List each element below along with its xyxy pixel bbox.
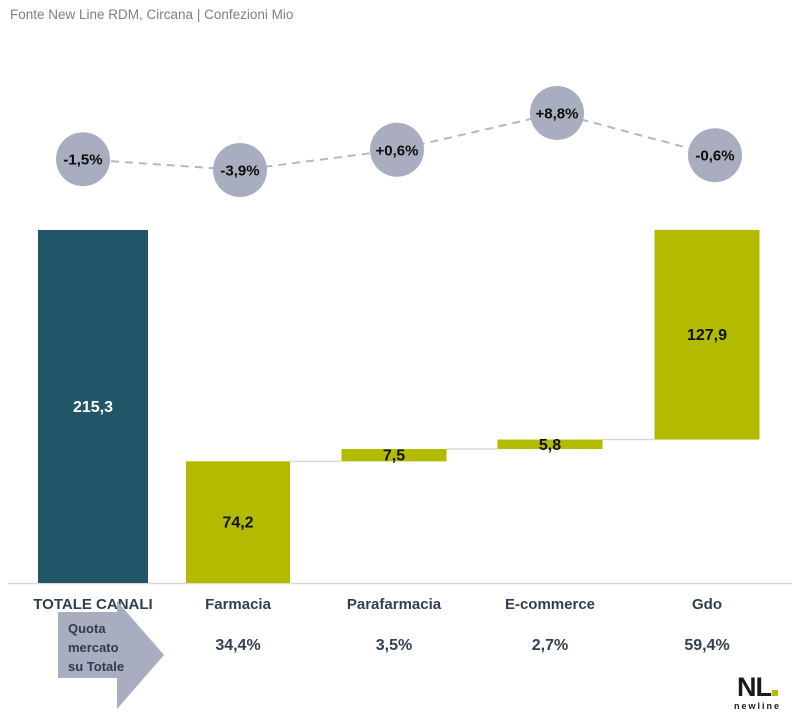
source-caption: Fonte New Line RDM, Circana | Confezioni… bbox=[10, 7, 294, 22]
bar-totale-canali bbox=[38, 230, 148, 583]
growth-bubble-farmacia bbox=[213, 143, 267, 198]
arrow-label-line2: mercato bbox=[68, 640, 119, 655]
growth-bubble-label: +8,8% bbox=[536, 105, 579, 122]
logo-dot bbox=[771, 690, 778, 696]
share-arrow: Quota mercato su Totale bbox=[58, 601, 164, 709]
bar-gdo bbox=[654, 229, 760, 440]
logo-sub-text: newline bbox=[733, 701, 781, 711]
growth-bubble-e-commerce bbox=[530, 85, 584, 140]
category-label-farmacia: Farmacia bbox=[205, 596, 272, 613]
share-label-farmacia: 34,4% bbox=[215, 637, 260, 654]
newline-logo: NL newline bbox=[734, 674, 781, 711]
category-label-parafarmacia: Parafarmacia bbox=[347, 596, 442, 613]
bar-farmacia bbox=[186, 461, 290, 583]
growth-bubble-label: -1,5% bbox=[63, 152, 102, 169]
waterfall-bars: 215,3 74,2 7,5 5,8 127,9 bbox=[38, 229, 760, 583]
growth-bubble-label: -0,6% bbox=[695, 148, 734, 165]
growth-bubble-parafarmacia bbox=[370, 122, 424, 177]
arrow-label-line3: su Totale bbox=[68, 659, 124, 674]
bar-value-label: 215,3 bbox=[73, 399, 113, 416]
growth-bubble-label: -3,9% bbox=[220, 163, 259, 180]
share-label-e-commerce: 2,7% bbox=[532, 637, 568, 654]
bar-parafarmacia bbox=[341, 449, 447, 462]
growth-bubble-label: +0,6% bbox=[376, 142, 419, 159]
category-label-totale-canali: TOTALE CANALI bbox=[33, 596, 152, 613]
bar-value-label: 74,2 bbox=[222, 515, 253, 532]
share-label-gdo: 59,4% bbox=[684, 637, 729, 654]
arrow-shape bbox=[58, 601, 164, 709]
arrow-label-line1: Quota bbox=[68, 621, 106, 636]
logo-nl-text: NL bbox=[734, 674, 781, 701]
share-label-parafarmacia: 3,5% bbox=[376, 637, 412, 654]
growth-bubbles: -1,5% -3,9% +0,6% +8,8% -0,6% bbox=[56, 85, 742, 198]
growth-bubble-gdo bbox=[688, 128, 742, 183]
bar-value-label: 7,5 bbox=[383, 448, 405, 465]
category-label-gdo: Gdo bbox=[692, 596, 722, 613]
waterfall-connectors bbox=[290, 438, 655, 463]
category-labels: TOTALE CANALI Farmacia Parafarmacia E-comme… bbox=[33, 596, 722, 613]
share-labels: 34,4% 3,5% 2,7% 59,4% bbox=[215, 637, 729, 654]
bar-e-commerce bbox=[497, 439, 603, 450]
category-label-e-commerce: E-commerce bbox=[505, 596, 595, 613]
bar-value-label: 5,8 bbox=[539, 437, 561, 454]
growth-bubble-totale-canali bbox=[56, 132, 110, 187]
bar-value-label: 127,9 bbox=[687, 327, 727, 344]
